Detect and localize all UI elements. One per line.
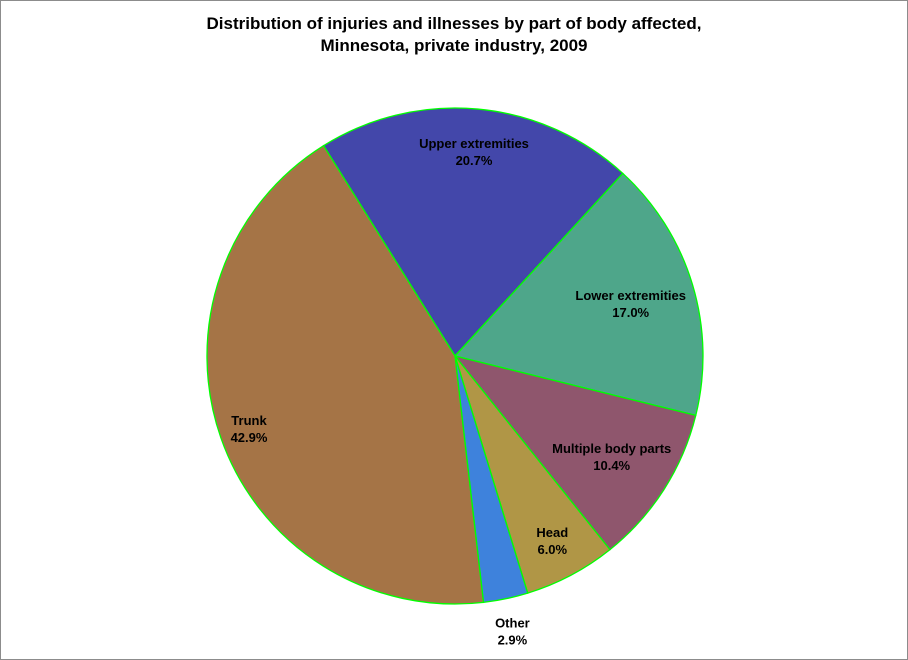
slice-label-multiple-body-parts: Multiple body parts <box>552 441 671 456</box>
pie-slice-multiple-body-parts <box>453 354 697 551</box>
slice-label-head: Head <box>536 525 568 540</box>
slice-label-other: Other <box>495 615 530 630</box>
slice-value-multiple-body-parts: 10.4% <box>593 458 630 473</box>
chart-title-line-1: Distribution of injuries and illnesses b… <box>206 14 702 33</box>
pie-slice-lower-extremities <box>453 172 704 417</box>
slice-value-other: 2.9% <box>498 632 528 647</box>
slice-value-head: 6.0% <box>537 542 567 557</box>
pie-slice-upper-extremities <box>322 107 624 358</box>
slice-value-trunk: 42.9% <box>231 430 268 445</box>
slice-label-trunk: Trunk <box>231 413 267 428</box>
slice-label-lower-extremities: Lower extremities <box>575 288 686 303</box>
slice-value-upper-extremities: 20.7% <box>456 153 493 168</box>
chart-title-line-2: Minnesota, private industry, 2009 <box>320 36 588 55</box>
slice-value-lower-extremities: 17.0% <box>612 305 649 320</box>
slice-label-upper-extremities: Upper extremities <box>419 136 529 151</box>
pie-slice-trunk <box>206 144 485 605</box>
chart-title: Distribution of injuries and illnesses b… <box>1 13 907 57</box>
